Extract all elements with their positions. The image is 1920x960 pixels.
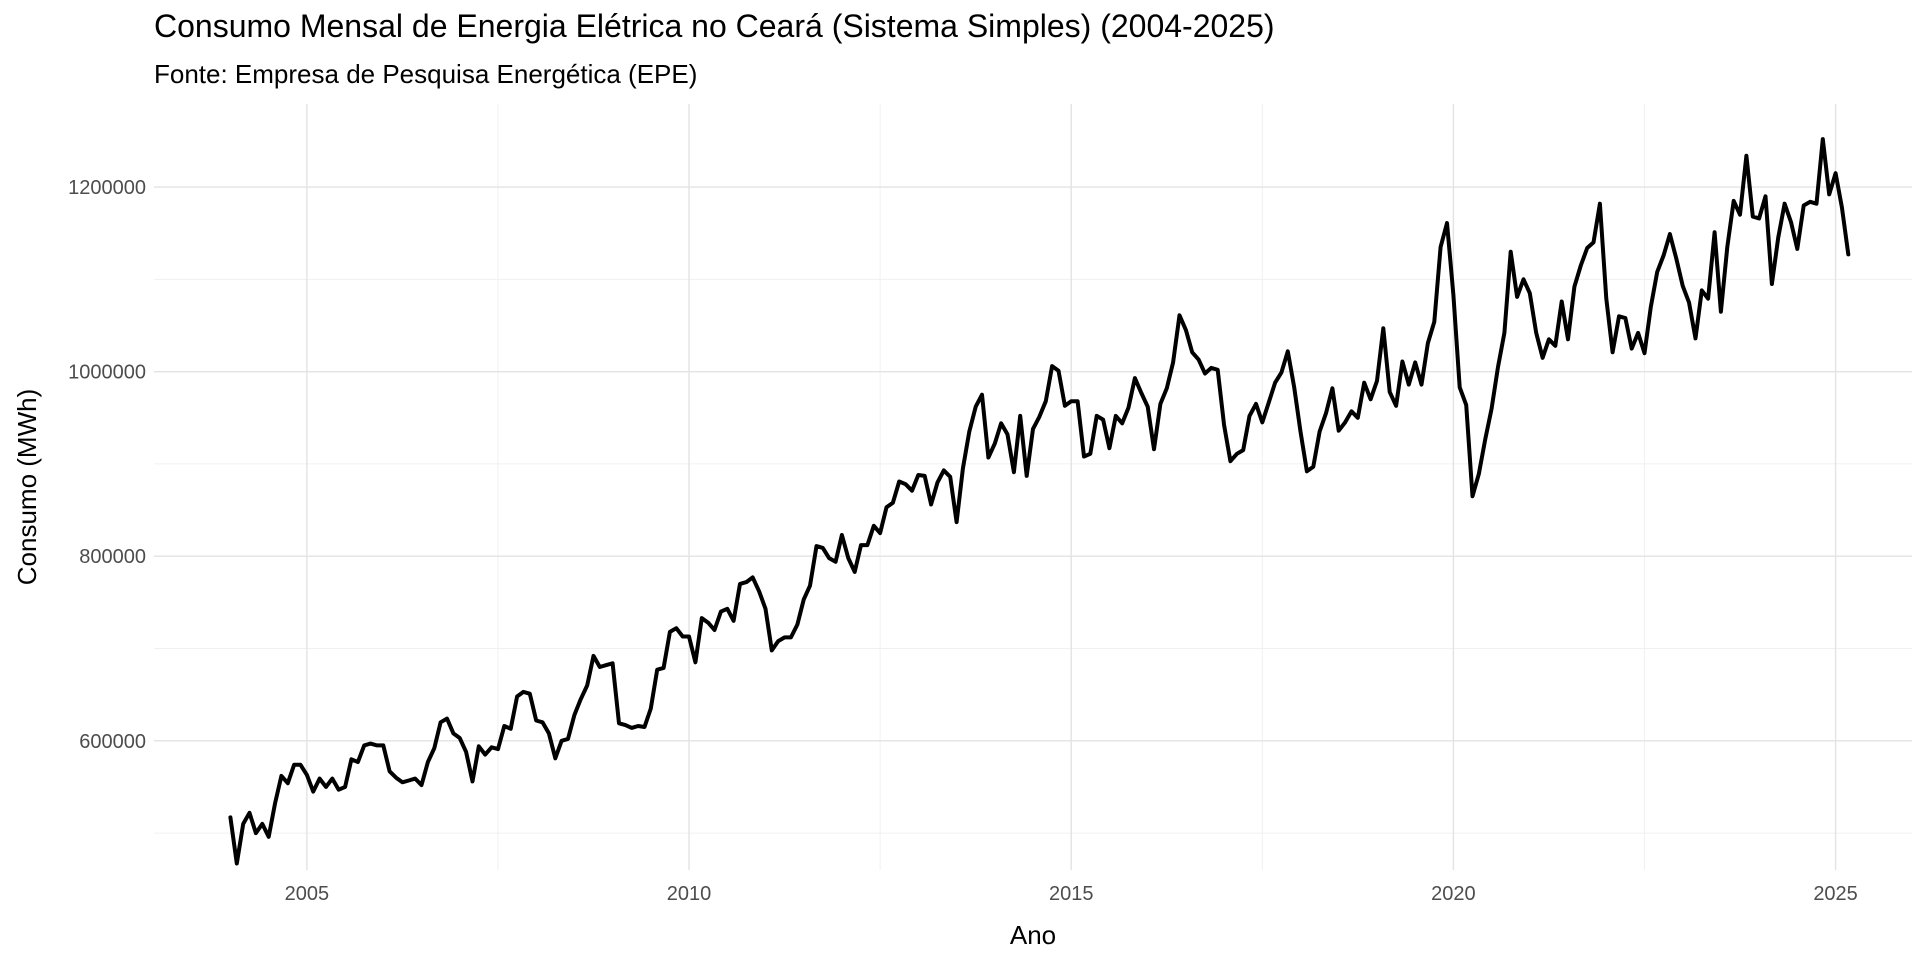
- x-tick-label: 2005: [285, 883, 330, 905]
- y-axis-tick-labels: 600000 800000 1000000 1200000: [68, 177, 146, 753]
- y-tick-label: 600000: [79, 731, 146, 753]
- y-tick-label: 1000000: [68, 362, 146, 384]
- x-tick-label: 2015: [1049, 883, 1094, 905]
- x-tick-label: 2010: [667, 883, 712, 905]
- chart-title: Consumo Mensal de Energia Elétrica no Ce…: [154, 8, 1275, 44]
- series-layer: [228, 137, 1851, 866]
- x-tick-label: 2020: [1431, 883, 1476, 905]
- chart-subtitle: Fonte: Empresa de Pesquisa Energética (E…: [154, 59, 698, 89]
- y-tick-label: 1200000: [68, 177, 146, 199]
- series-line: [228, 137, 1851, 866]
- x-axis-title: Ano: [1010, 920, 1056, 950]
- grid-lines: [154, 104, 1912, 870]
- y-tick-label: 800000: [79, 546, 146, 568]
- y-axis-title: Consumo (MWh): [12, 389, 42, 585]
- x-axis-tick-labels: 2005 2010 2015 2020 2025: [285, 883, 1858, 905]
- x-tick-label: 2025: [1813, 883, 1858, 905]
